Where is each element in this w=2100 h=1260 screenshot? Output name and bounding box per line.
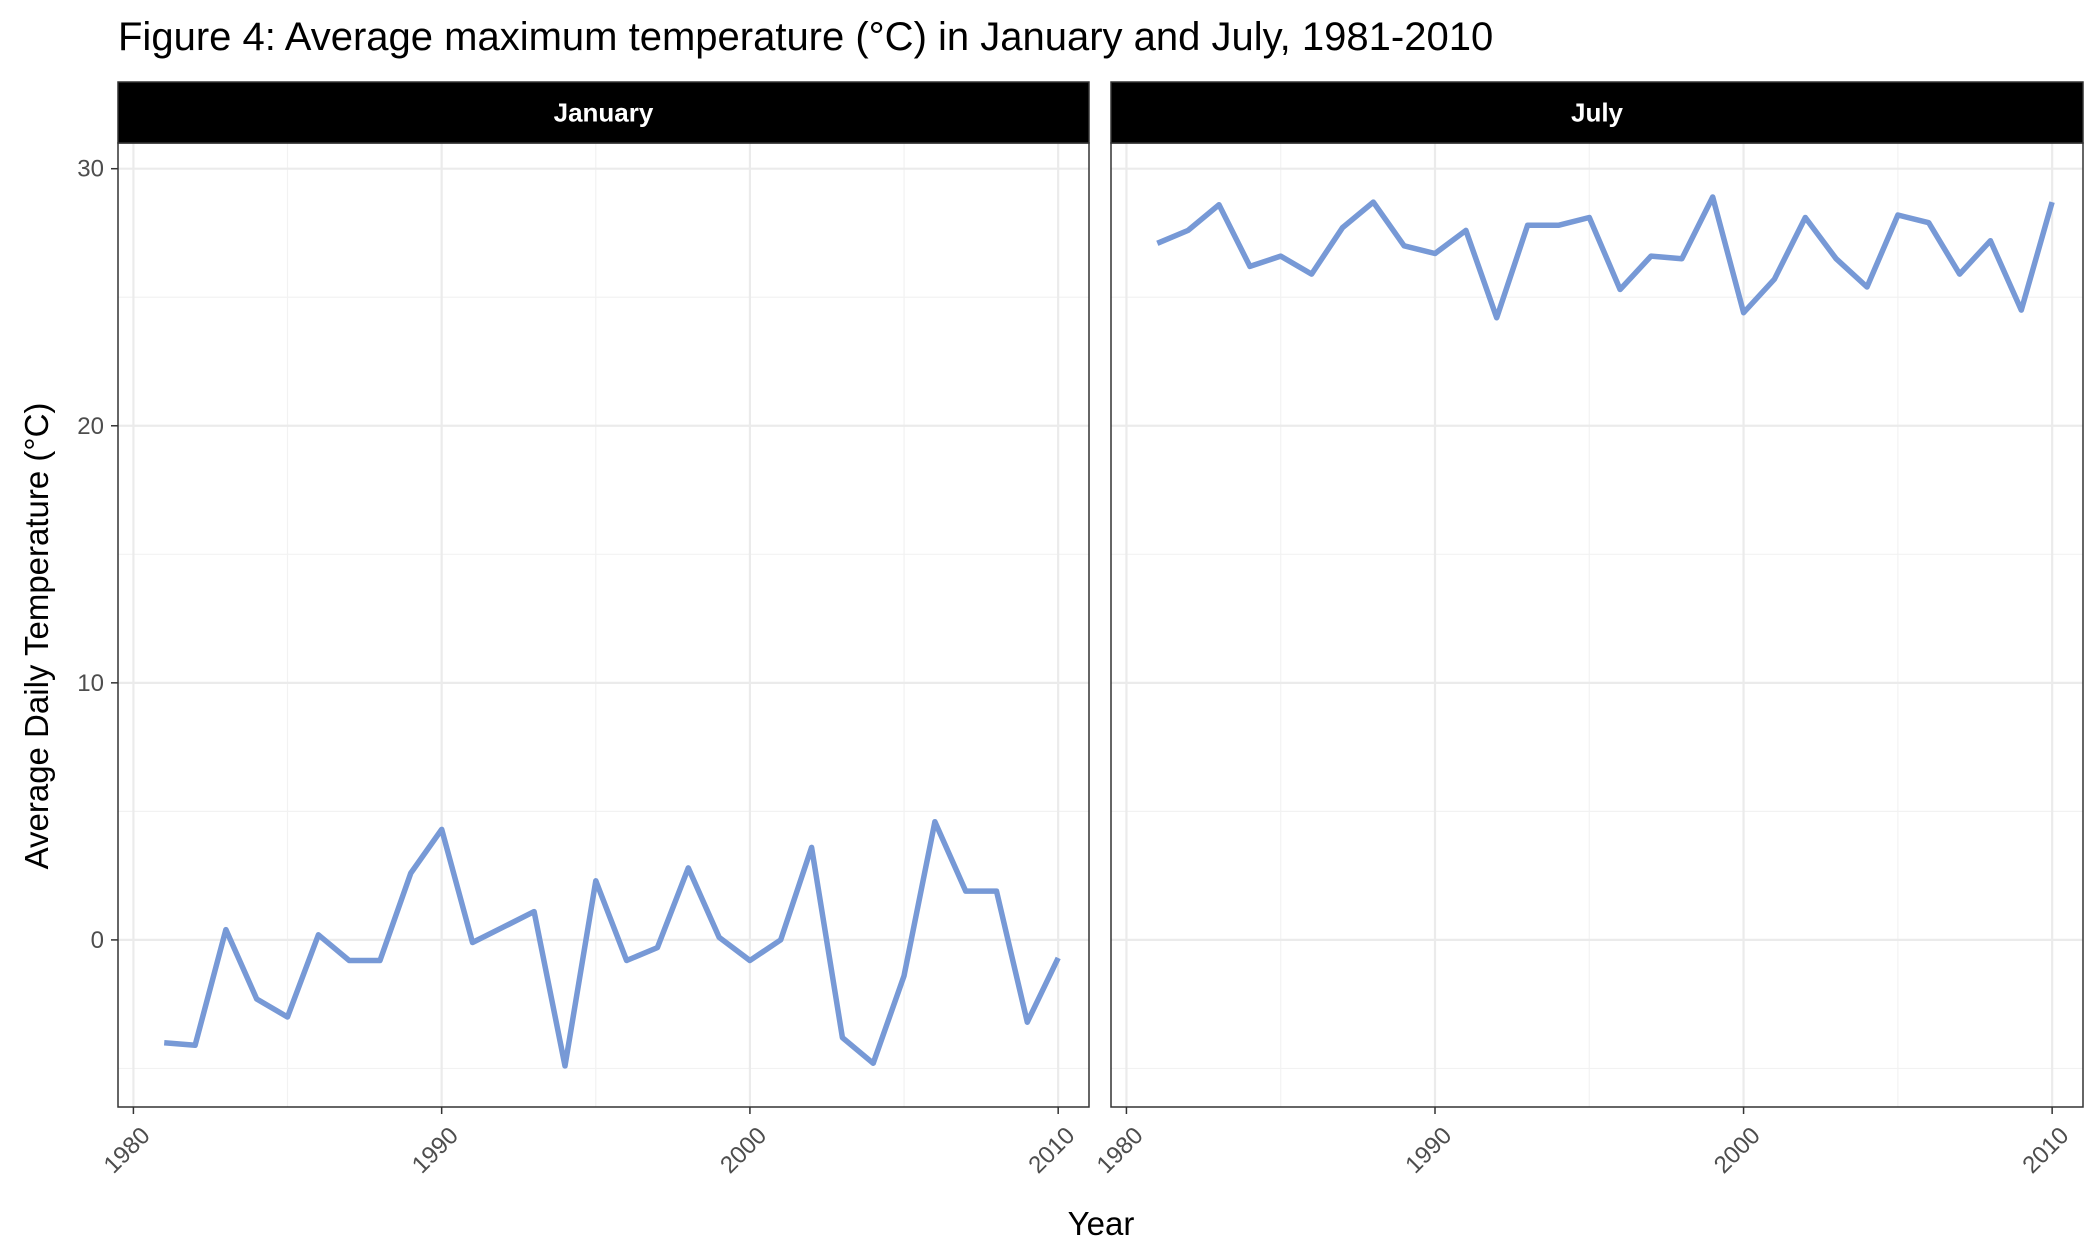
x-tick-label: 2010 (1023, 1122, 1080, 1179)
facet-strip (1110, 81, 2084, 144)
panel-background (118, 143, 1089, 1107)
x-tick-label: 1980 (99, 1122, 156, 1179)
y-tick-label: 20 (77, 413, 104, 440)
panel-july: July 1980 1990 2000 2010 (1092, 81, 2084, 1179)
series-line-july (1156, 194, 2055, 321)
y-tick-label: 0 (91, 927, 104, 954)
facet-strip-label: January (554, 98, 654, 128)
x-axis-title: Year (1068, 1205, 1135, 1242)
x-tick-label: 2000 (715, 1122, 772, 1179)
y-axis-title: Average Daily Temperature (°C) (18, 403, 55, 870)
chart-title: Figure 4: Average maximum temperature (°… (118, 15, 1493, 59)
x-tick-label: 2010 (2017, 1122, 2074, 1179)
x-tick-label: 1990 (407, 1122, 464, 1179)
y-tick-label: 10 (77, 670, 104, 697)
x-tick-label: 2000 (1709, 1122, 1766, 1179)
series-line-january (163, 818, 1061, 1069)
panel-january: January 1980 1990 2000 2010 0 10 20 30 (77, 81, 1090, 1179)
facet-strip-label: July (1571, 98, 1624, 128)
panel-background (1111, 143, 2083, 1107)
x-tick-label: 1990 (1400, 1122, 1457, 1179)
y-tick-label: 30 (77, 156, 104, 183)
x-tick-label: 1980 (1092, 1122, 1149, 1179)
panels-layer: January 1980 1990 2000 2010 0 10 20 30 July 1980 19… (77, 81, 2084, 1179)
facet-strip (117, 81, 1090, 144)
